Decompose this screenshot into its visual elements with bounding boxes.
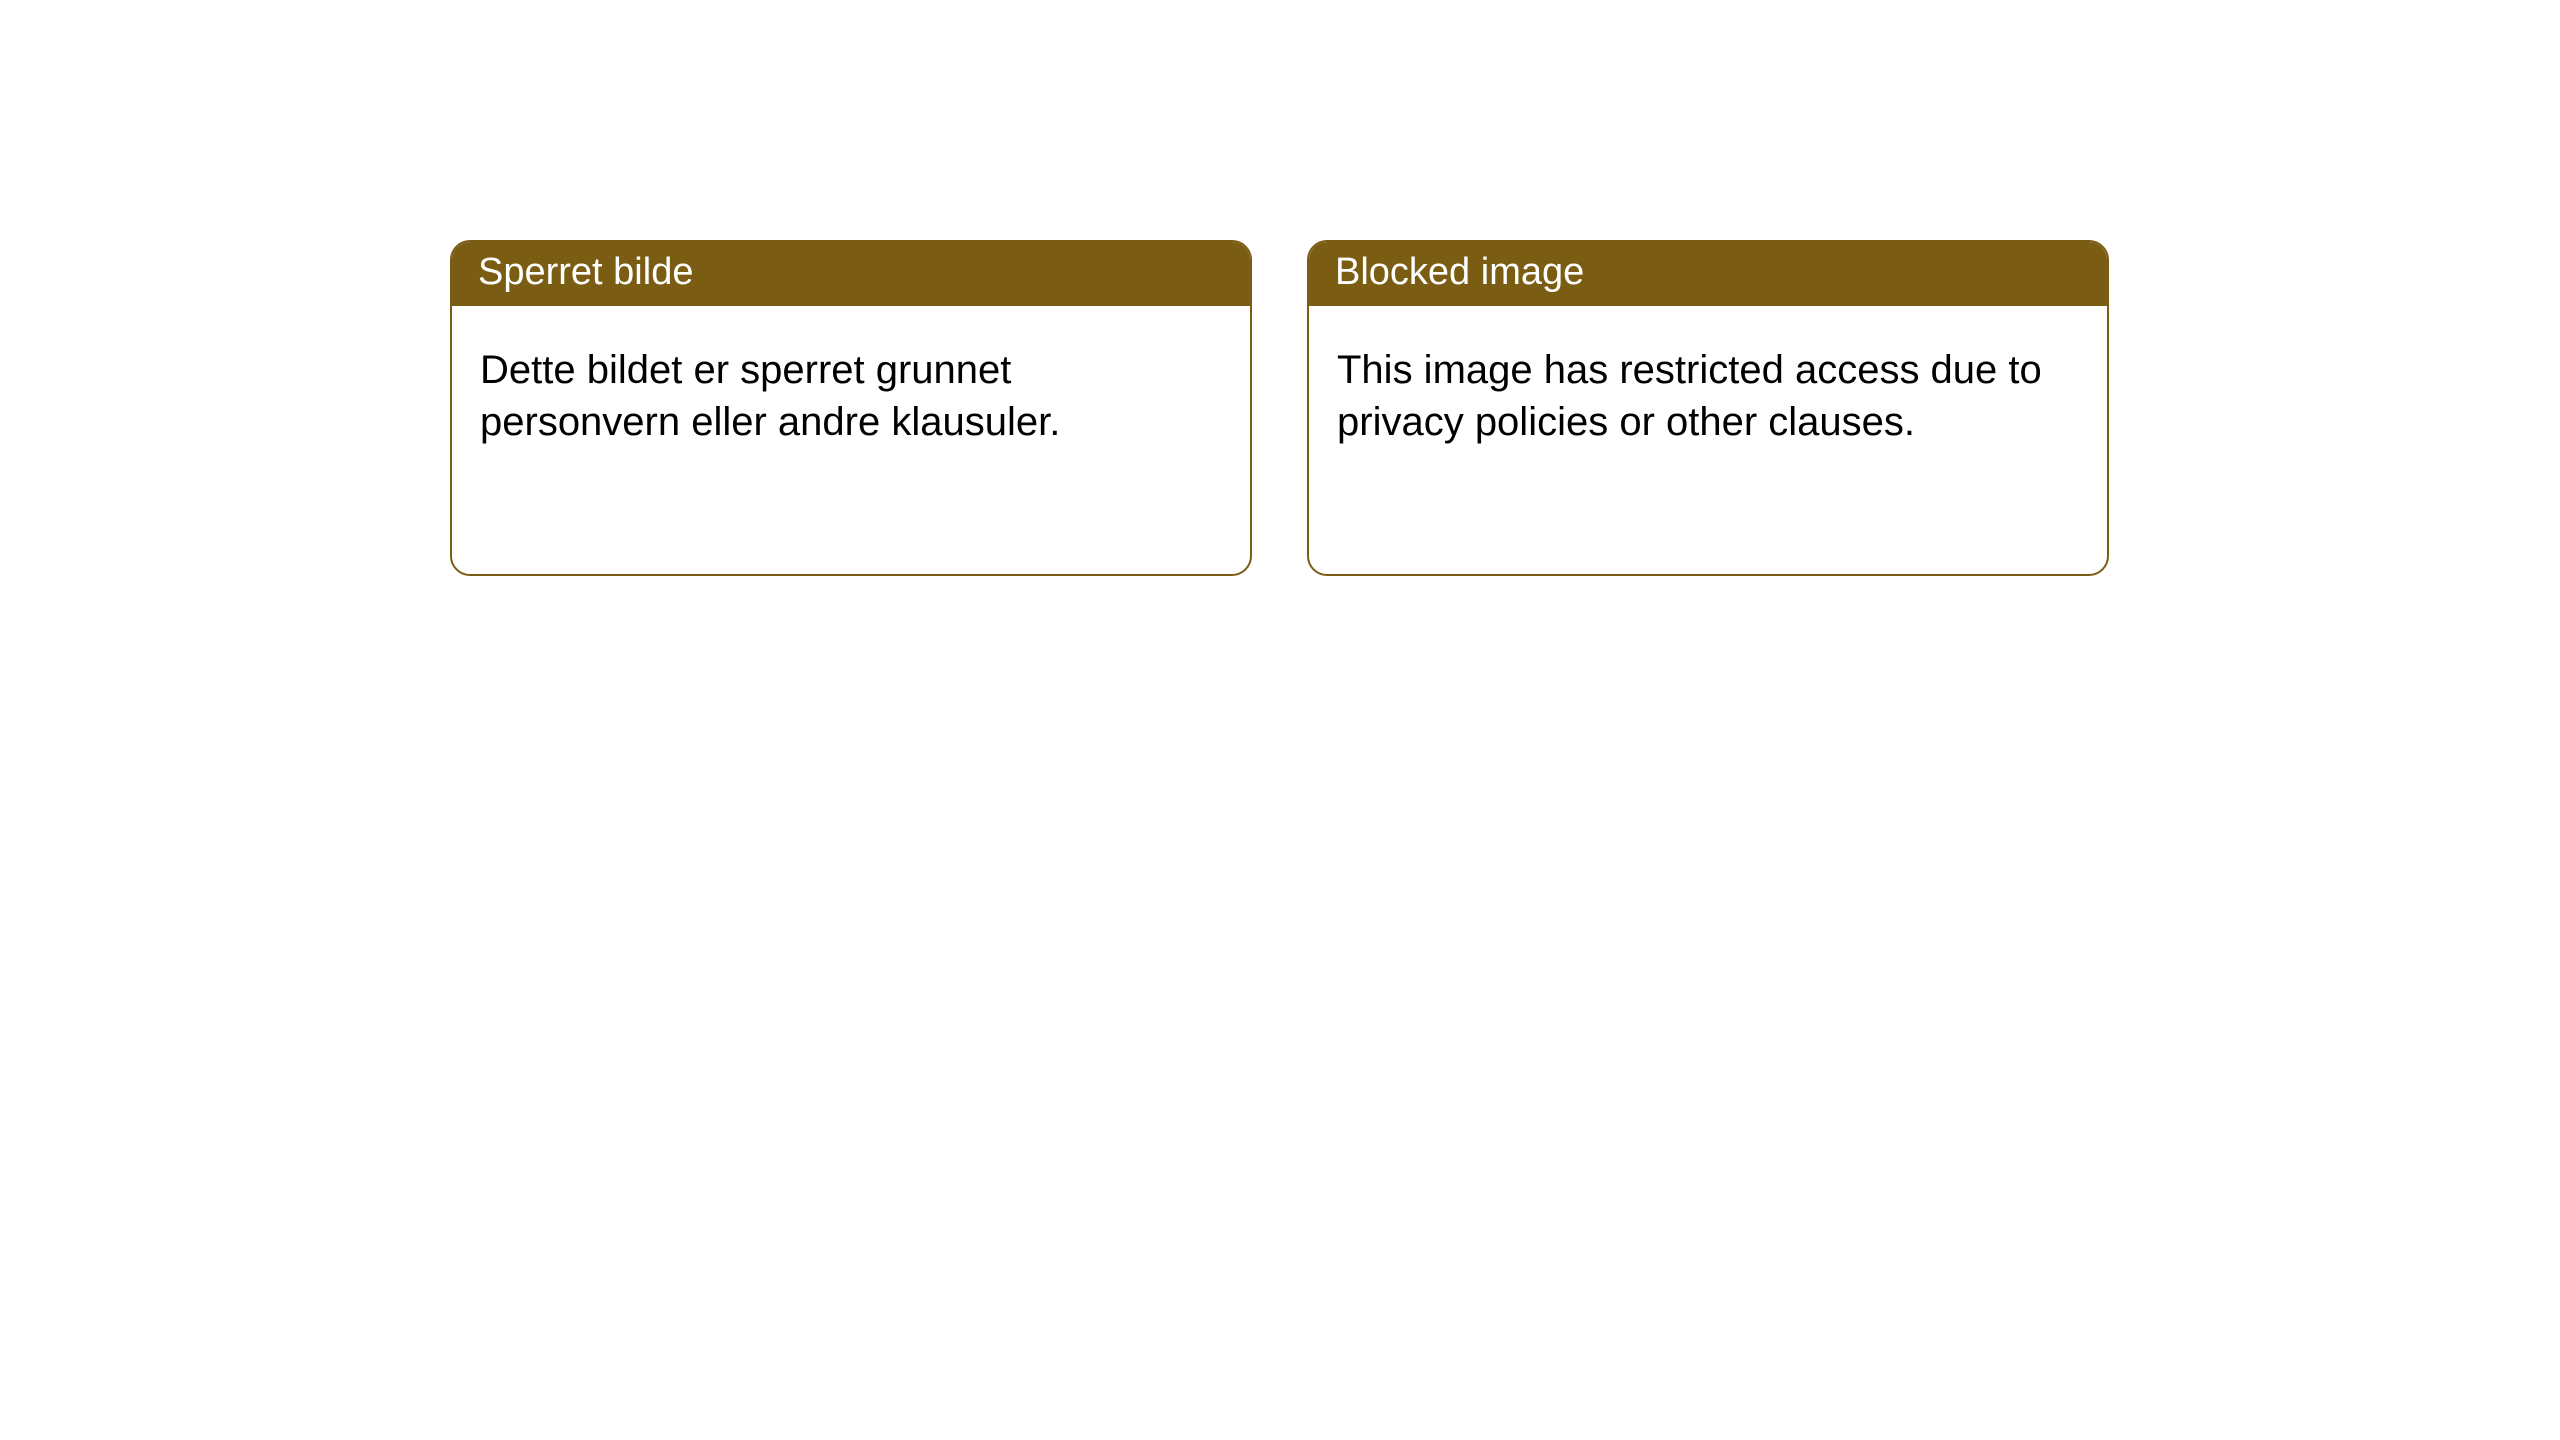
notice-container: Sperret bilde Dette bildet er sperret gr… <box>0 0 2560 576</box>
notice-card-english: Blocked image This image has restricted … <box>1307 240 2109 576</box>
notice-card-header: Sperret bilde <box>452 242 1250 306</box>
notice-card-norwegian: Sperret bilde Dette bildet er sperret gr… <box>450 240 1252 576</box>
notice-card-header: Blocked image <box>1309 242 2107 306</box>
notice-card-body: Dette bildet er sperret grunnet personve… <box>452 306 1250 476</box>
notice-card-body: This image has restricted access due to … <box>1309 306 2107 476</box>
